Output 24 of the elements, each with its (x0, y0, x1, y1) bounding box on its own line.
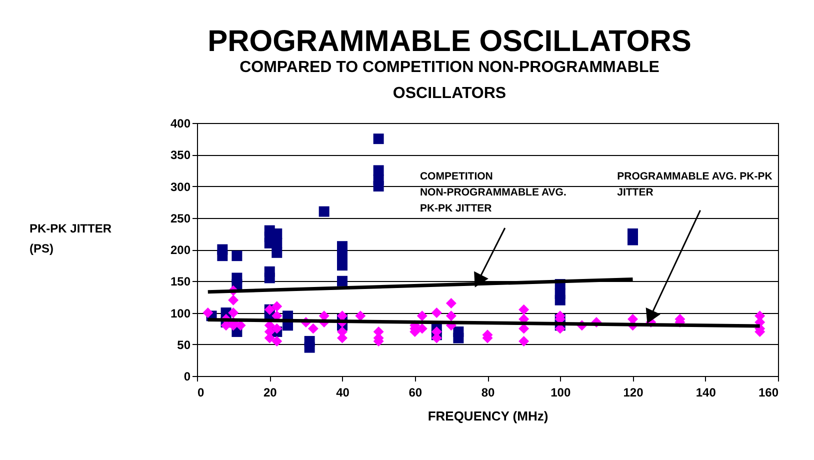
y-tick-label: 200 (170, 243, 191, 257)
x-tick-label: 80 (481, 386, 495, 400)
x-tick-label: 160 (758, 386, 779, 400)
annotation: PROGRAMMABLE AVG. PK-PK JITTER (617, 170, 773, 199)
chart-subtitle: COMPARED TO COMPETITION NON-PROGRAMMABLE OSCILLATORS (240, 59, 660, 102)
x-tick-label: 100 (550, 386, 571, 400)
x-tick-label: 60 (408, 386, 422, 400)
x-tick-label: 40 (336, 386, 350, 400)
y-tick-label: 400 (170, 116, 191, 130)
y-tick-label: 150 (170, 274, 191, 289)
x-tick-label: 0 (198, 386, 204, 400)
chart-title: PROGRAMMABLE OSCILLATORS (208, 25, 692, 58)
x-tick-label: 20 (263, 386, 278, 400)
x-tick-label: 140 (696, 386, 716, 400)
y-tick-label: 100 (170, 306, 191, 320)
y-tick-label: 300 (170, 180, 191, 194)
y-axis-title: PK-PK JITTER (PS) (30, 222, 112, 256)
y-tick-label: 0 (184, 370, 191, 384)
y-tick-label: 350 (170, 148, 191, 162)
y-tick-label: 250 (170, 211, 191, 226)
x-tick-label: 120 (623, 386, 644, 400)
y-tick-label: 50 (177, 338, 191, 352)
x-axis-title: FREQUENCY (MHz) (428, 408, 548, 424)
annotation: COMPETITION NON-PROGRAMMABLE AVG. PK-PK JITTER (420, 170, 566, 215)
